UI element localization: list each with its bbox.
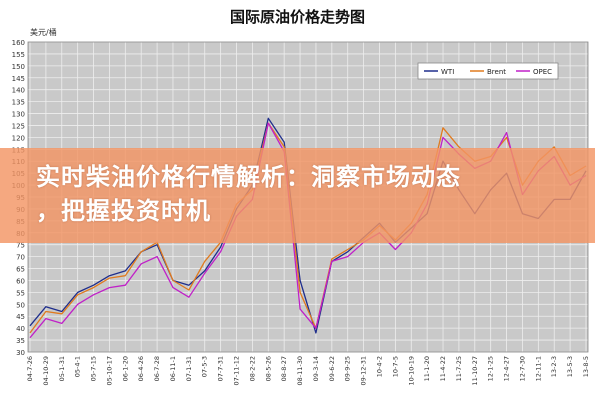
y-tick-label: 125 (12, 122, 25, 130)
chart-title: 国际原油价格走势图 (229, 8, 365, 26)
y-tick-label: 70 (16, 254, 25, 262)
y-tick-label: 55 (16, 289, 25, 297)
x-tick-label: 12-7-30 (518, 356, 526, 381)
x-tick-label: 06-11-1 (169, 356, 177, 381)
y-axis-unit-label: 美元/桶 (30, 28, 57, 37)
x-tick-label: 05-4-1 (74, 356, 82, 377)
y-tick-label: 145 (12, 75, 25, 83)
x-tick-label: 12-4-27 (503, 356, 511, 381)
y-tick-label: 65 (16, 266, 25, 274)
x-tick-label: 11-1-20 (423, 356, 431, 381)
y-tick-label: 135 (12, 99, 25, 107)
headline-text: 实时柴油价格行情解析：洞察市场动态 ，把握投资时机 (36, 160, 576, 228)
x-tick-label: 08-5-26 (264, 356, 272, 381)
x-tick-label: 12-11-1 (534, 356, 542, 381)
x-tick-label: 05-7-15 (90, 356, 98, 381)
y-tick-label: 140 (12, 87, 25, 95)
x-tick-label: 04-7-26 (26, 356, 34, 381)
legend-box (417, 62, 559, 80)
x-tick-label: 11-7-25 (455, 356, 463, 381)
x-tick-label: 09-3-14 (312, 356, 320, 381)
x-tick-label: 11-4-22 (439, 356, 447, 381)
x-tick-label: 09-9-25 (344, 356, 352, 381)
x-tick-label: 13-8-5 (582, 356, 590, 377)
legend-label-opec: OPEC (533, 68, 552, 76)
y-tick-label: 130 (12, 111, 25, 119)
y-tick-label: 155 (12, 51, 25, 59)
x-tick-label: 07-11-12 (233, 356, 241, 386)
y-tick-label: 45 (16, 313, 25, 321)
x-tick-label: 06-4-26 (137, 356, 145, 381)
y-tick-label: 120 (12, 134, 25, 142)
y-tick-label: 50 (16, 301, 25, 309)
y-tick-label: 60 (16, 277, 25, 285)
x-tick-label: 10-4-2 (375, 356, 383, 377)
x-tick-label: 12-1-25 (487, 356, 495, 381)
x-tick-label: 06-7-28 (153, 356, 161, 381)
x-tick-label: 04-10-29 (42, 356, 50, 386)
x-tick-label: 13-2-3 (550, 356, 558, 377)
x-tick-label: 08-11-30 (296, 356, 304, 386)
y-tick-label: 35 (16, 337, 25, 345)
x-tick-label: 06-1-20 (121, 356, 129, 381)
x-tick-label: 10-7-5 (391, 356, 399, 377)
x-tick-label: 07-1-31 (185, 356, 193, 381)
x-tick-label: 07-7-31 (217, 356, 225, 381)
x-tick-label: 05-1-31 (58, 356, 66, 381)
x-tick-label: 08-8-27 (280, 356, 288, 381)
x-tick-label: 13-5-3 (566, 356, 574, 377)
y-tick-label: 75 (16, 242, 25, 250)
x-tick-label: 09-6-22 (328, 356, 336, 381)
y-tick-label: 160 (12, 39, 25, 47)
x-tick-label: 05-10-17 (105, 356, 113, 386)
legend-label-brent: Brent (487, 68, 506, 76)
legend-label-wti: WTI (441, 68, 454, 76)
x-tick-label: 11-10-27 (471, 356, 479, 386)
headline-line-2: ，把握投资时机 (36, 197, 211, 225)
x-tick-label: 08-2-22 (248, 356, 256, 381)
headline-line-1: 实时柴油价格行情解析：洞察市场动态 (36, 163, 461, 191)
x-tick-label: 07-5-3 (201, 356, 209, 377)
y-tick-label: 30 (16, 349, 25, 357)
headline-banner (0, 148, 595, 243)
y-tick-label: 150 (12, 63, 25, 71)
x-tick-label: 10-10-19 (407, 356, 415, 386)
x-tick-label: 09-12-31 (360, 356, 368, 386)
y-tick-label: 40 (16, 325, 25, 333)
